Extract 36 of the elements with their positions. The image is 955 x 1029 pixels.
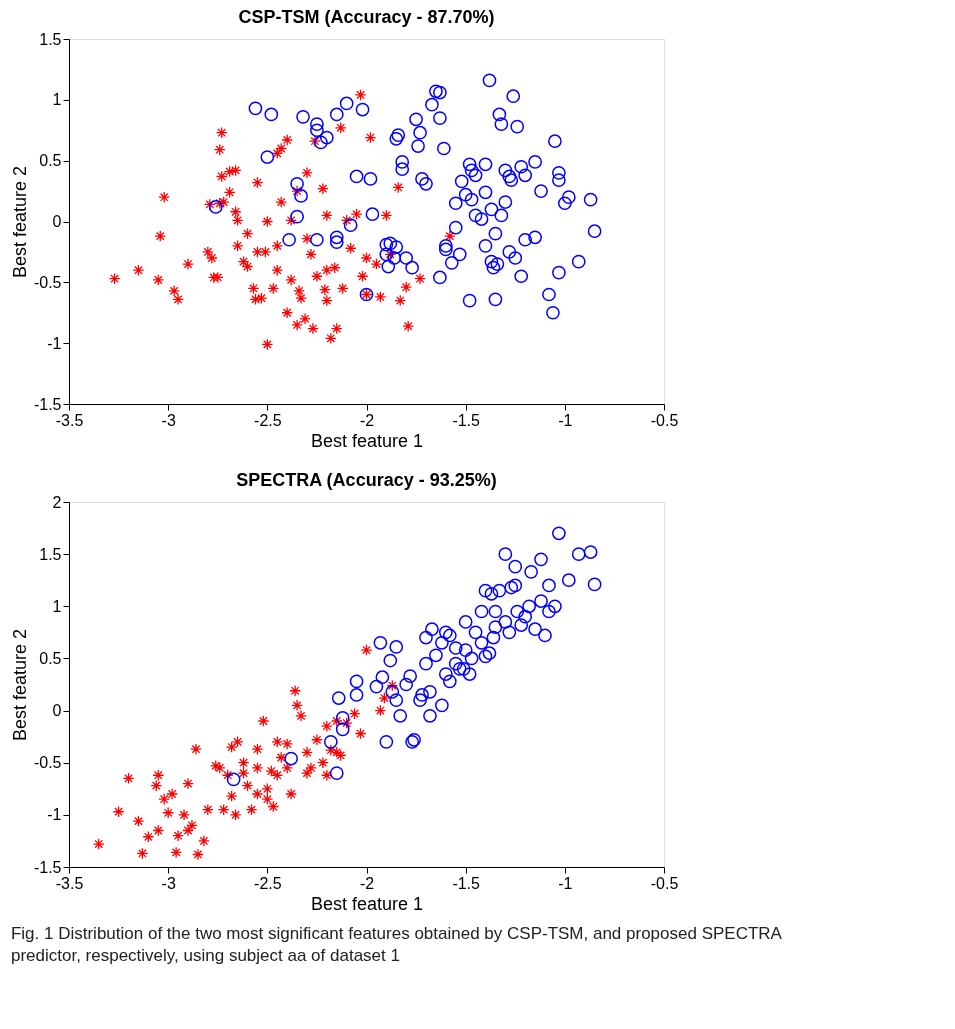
x-tick-label: -2.5 xyxy=(254,411,282,429)
x-tick-label: -1.5 xyxy=(452,411,481,429)
x-tick-label: -3 xyxy=(161,874,176,892)
x-axis-title: Best feature 1 xyxy=(310,893,424,914)
y-tick-label: -1 xyxy=(47,806,62,824)
y-tick-label: -1 xyxy=(47,334,62,352)
y-tick-label: 0.5 xyxy=(39,152,62,170)
y-tick-label: 0 xyxy=(52,213,62,230)
y-tick-label: -0.5 xyxy=(33,273,62,291)
x-tick-label: -3.5 xyxy=(55,874,84,892)
x-tick-label: -2.5 xyxy=(254,874,282,892)
x-tick-label: -1.5 xyxy=(452,874,481,892)
x-axis-title: Best feature 1 xyxy=(310,430,424,451)
x-tick-label: -0.5 xyxy=(650,874,679,892)
caption: Fig. 1 Distribution of the two most significant features obtained by CSP-TSM, and proposed SPECTRA predictor, respectively, using subject aa of dataset 1 xyxy=(10,923,783,965)
y-tick-label: -1.5 xyxy=(33,395,62,413)
x-tick-label: -1 xyxy=(558,411,573,429)
y-axis-title: Best feature 2 xyxy=(9,628,30,742)
y-tick-label: 1 xyxy=(52,91,62,109)
y-tick-label: 1 xyxy=(52,597,62,615)
x-tick-label: -0.5 xyxy=(650,411,679,429)
x-tick-label: -3.5 xyxy=(55,411,84,429)
x-tick-label: -3 xyxy=(161,411,176,429)
x-tick-label: -1 xyxy=(558,874,573,892)
y-tick-label: 0 xyxy=(52,702,62,720)
chart-title: CSP-TSM (Accuracy - 87.70%) xyxy=(238,7,495,27)
chart-title: SPECTRA (Accuracy - 93.25%) xyxy=(236,470,497,490)
x-tick-label: -2 xyxy=(359,411,375,429)
y-tick-label: 1.5 xyxy=(39,30,62,48)
y-tick-label: 1.5 xyxy=(39,545,62,563)
x-tick-label: -2 xyxy=(359,874,375,892)
y-tick-label: 0.5 xyxy=(39,649,62,667)
y-tick-label: 2 xyxy=(52,493,62,511)
y-tick-label: -0.5 xyxy=(33,754,62,772)
y-tick-label: -1.5 xyxy=(33,858,62,876)
y-axis-title: Best feature 2 xyxy=(9,165,30,279)
